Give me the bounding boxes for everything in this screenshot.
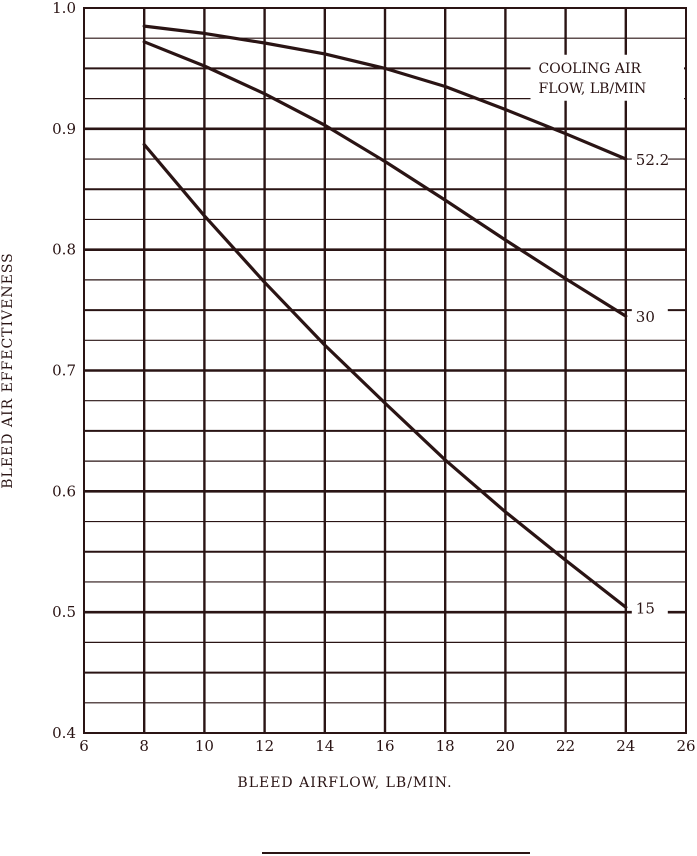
legend-title-line-1: COOLING AIR xyxy=(539,61,642,77)
major-gridlines xyxy=(84,8,686,733)
legend-background xyxy=(530,54,684,101)
x-tick-label: 26 xyxy=(676,737,695,755)
plot-frame xyxy=(83,7,687,734)
series-label-bg xyxy=(631,305,668,326)
x-tick-label: 14 xyxy=(315,737,334,755)
series-line-30 xyxy=(142,40,628,318)
x-tick-label: 16 xyxy=(375,737,394,755)
series-lines xyxy=(142,24,628,609)
x-tick-label: 8 xyxy=(139,737,149,755)
y-tick-labels: 0.4 0.5 0.6 0.7 0.8 0.9 1.0 xyxy=(52,0,76,742)
x-tick-label: 10 xyxy=(195,737,214,755)
y-tick-label: 0.8 xyxy=(52,241,76,259)
x-tick-label: 20 xyxy=(496,737,515,755)
legend-title-line-2: FLOW, LB/MIN xyxy=(539,81,647,97)
x-tick-label: 18 xyxy=(436,737,455,755)
x-tick-label: 24 xyxy=(616,737,635,755)
y-tick-label: 0.7 xyxy=(52,362,76,380)
x-axis-title: BLEED AIRFLOW, LB/MIN. xyxy=(237,775,452,791)
y-tick-label: 0.6 xyxy=(52,482,76,500)
series-line-52.2 xyxy=(142,24,628,161)
series-label-30: 30 xyxy=(636,308,655,326)
series-line-15 xyxy=(142,142,628,609)
x-tick-label: 12 xyxy=(255,737,274,755)
y-tick-label: 0.4 xyxy=(52,724,76,742)
x-tick-labels: 6 8 10 12 14 16 18 20 22 24 26 xyxy=(79,737,695,755)
x-tick-label: 22 xyxy=(556,737,575,755)
legend-box: COOLING AIR FLOW, LB/MIN xyxy=(530,54,684,101)
series-labels: 52.2 30 15 xyxy=(631,148,669,617)
series-label-bg xyxy=(631,596,668,617)
footer-rule xyxy=(262,852,530,854)
y-tick-label: 0.5 xyxy=(52,603,76,621)
y-tick-label: 1.0 xyxy=(52,0,76,17)
series-label-bg xyxy=(631,148,668,169)
series-label-52.2: 52.2 xyxy=(636,151,669,169)
series-label-15: 15 xyxy=(636,599,655,617)
x-tick-label: 6 xyxy=(79,737,89,755)
y-axis-title: BLEED AIR EFFECTIVENESS xyxy=(0,252,16,489)
y-tick-label: 0.9 xyxy=(52,120,76,138)
